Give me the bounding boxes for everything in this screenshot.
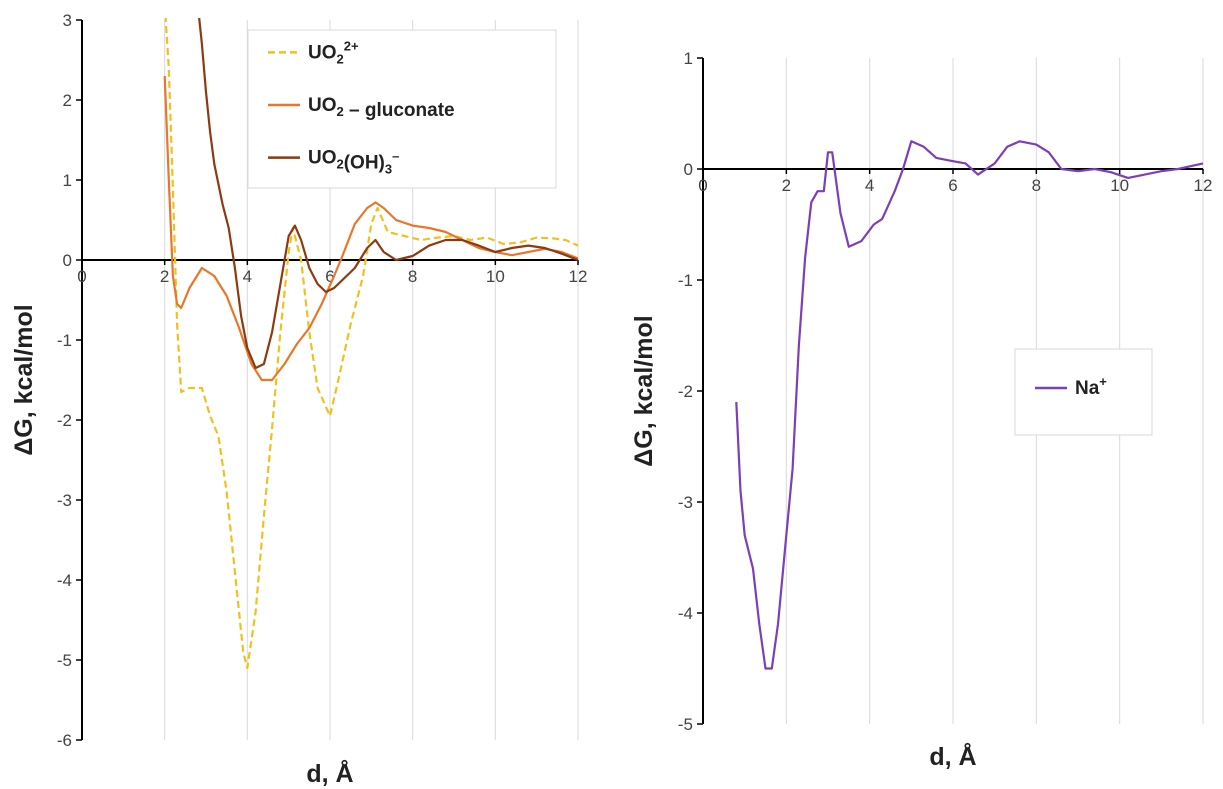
legend-label: UO2 – gluconate — [308, 95, 455, 121]
legend: Na+ — [1014, 348, 1153, 436]
series-line-1 — [735, 140, 1204, 670]
x-tick-label: 8 — [408, 267, 417, 286]
y-tick-label: 2 — [63, 91, 72, 110]
y-tick-label: 0 — [63, 251, 72, 270]
y-tick-label: -1 — [678, 271, 693, 290]
x-tick-label: 4 — [865, 176, 874, 195]
y-tick-label: -3 — [57, 491, 72, 510]
y-tick-label: -2 — [57, 411, 72, 430]
y-tick-label: -1 — [57, 331, 72, 350]
y-tick-label: -5 — [678, 715, 693, 734]
x-tick-label: 6 — [948, 176, 957, 195]
series-line-2 — [163, 75, 579, 382]
y-tick-label: 0 — [684, 160, 693, 179]
y-axis-title: ΔG, kcal/mol — [10, 304, 38, 455]
y-tick-label: 1 — [63, 171, 72, 190]
y-axis-title: ΔG, kcal/mol — [630, 315, 658, 466]
legend-label: UO2(OH)3– — [308, 148, 399, 177]
legend-box — [1014, 348, 1153, 436]
series-line-3 — [198, 18, 579, 370]
y-tick-label: -6 — [57, 731, 72, 750]
legend-label: Na+ — [1075, 374, 1107, 399]
x-axis-title: d, Å — [929, 742, 976, 771]
legend: UO22+ UO2 – gluconate UO2(OH)3– — [247, 29, 557, 189]
x-tick-label: 0 — [698, 176, 707, 195]
x-tick-label: 10 — [1110, 176, 1129, 195]
y-tick-label: -3 — [678, 493, 693, 512]
x-tick-label: 4 — [243, 267, 252, 286]
y-tick-label: -2 — [678, 382, 693, 401]
x-tick-label: 12 — [569, 267, 588, 286]
y-tick-label: 3 — [63, 11, 72, 30]
x-tick-label: 0 — [77, 267, 86, 286]
y-tick-label: -5 — [57, 651, 72, 670]
x-tick-label: 8 — [1032, 176, 1041, 195]
x-tick-label: 2 — [782, 176, 791, 195]
legend-box — [247, 29, 557, 189]
x-tick-label: 6 — [325, 267, 334, 286]
y-tick-label: -4 — [57, 571, 72, 590]
y-tick-label: -4 — [678, 604, 693, 623]
x-tick-label: 10 — [486, 267, 505, 286]
legend-label: UO22+ — [308, 38, 359, 66]
x-axis-title: d, Å — [306, 759, 353, 788]
y-tick-label: 1 — [684, 49, 693, 68]
series-line-1 — [164, 18, 579, 670]
x-tick-label: 12 — [1194, 176, 1213, 195]
x-tick-label: 2 — [160, 267, 169, 286]
